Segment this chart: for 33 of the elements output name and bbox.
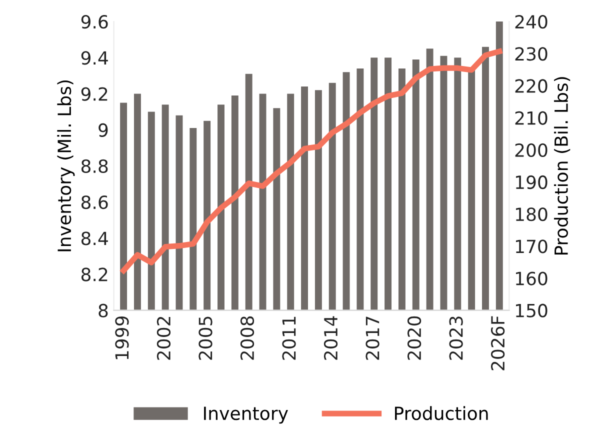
y2-tick-label: 150 (516, 304, 548, 318)
y-tick-label: 9.6 (81, 15, 108, 29)
x-tick-label: 2002 (156, 316, 171, 360)
x-tick-label: 2023 (449, 316, 463, 360)
y2-tick-label: 170 (516, 240, 548, 254)
x-tick-label: 2011 (282, 316, 296, 360)
y-tick-label: 9.2 (81, 87, 108, 101)
y2-tick-label: 220 (515, 79, 548, 93)
y2-axis-title: Production (Bil. Lbs) (554, 77, 570, 255)
x-tick-label: 1999 (115, 316, 129, 360)
legend-label: Production (395, 406, 488, 420)
x-tick-label: 2005 (198, 316, 212, 360)
y2-tick-label: 210 (515, 111, 548, 125)
y-tick-label: 8.4 (81, 232, 108, 246)
x-tick-label: 2008 (240, 316, 254, 360)
y2-tick-label: 240 (515, 15, 548, 29)
y-tick-label: 8.2 (81, 268, 108, 282)
y2-tick-label: 200 (515, 143, 548, 158)
x-tick-label: 2014 (324, 316, 338, 360)
y-tick-label: 9.4 (81, 51, 108, 65)
legend-label: Inventory (204, 406, 288, 424)
x-tick-label: 2026F (490, 316, 505, 370)
y2-tick-label: 160 (516, 272, 548, 286)
y2-tick-label: 230 (515, 47, 548, 61)
y2-tick-label: 190 (516, 175, 548, 190)
y-tick-label: 8.8 (81, 159, 108, 174)
y-axis-title: Inventory (Mil. Lbs) (57, 80, 75, 252)
x-tick-label: 2017 (366, 316, 380, 360)
y-tick-label: 9 (98, 123, 108, 137)
y-tick-label: 8 (98, 304, 108, 318)
x-tick-label: 2020 (407, 316, 422, 360)
y2-tick-label: 180 (516, 208, 548, 222)
y-tick-label: 8.6 (81, 195, 108, 210)
